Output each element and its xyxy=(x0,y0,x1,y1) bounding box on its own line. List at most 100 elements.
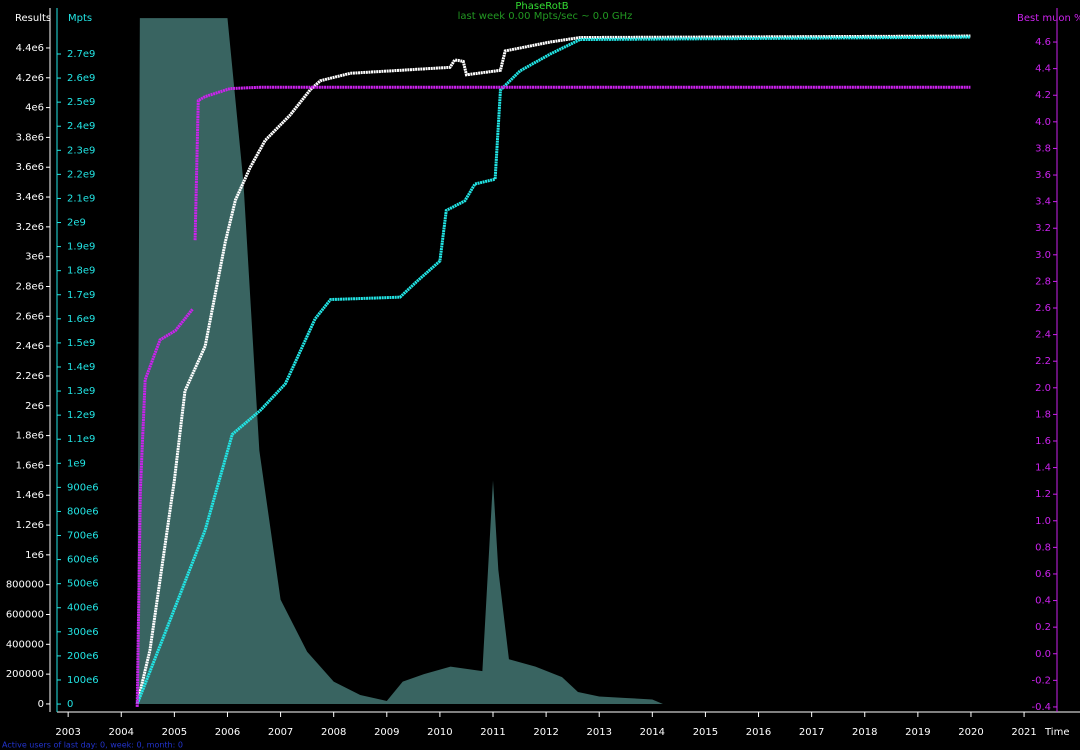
x-tick-label: 2007 xyxy=(268,727,293,738)
y-tick-label: 1e6 xyxy=(25,550,44,561)
y2-tick-label: 1.4e9 xyxy=(67,362,95,373)
x-tick-label: 2016 xyxy=(746,727,771,738)
y2-tick-label: 1.5e9 xyxy=(67,338,95,349)
x-tick-label: 2005 xyxy=(162,727,187,738)
y-tick-label: 4e6 xyxy=(25,103,44,114)
y-tick-label: 400000 xyxy=(6,639,44,650)
y-tick-label: 800000 xyxy=(6,580,44,591)
y-tick-label: 2.8e6 xyxy=(16,281,44,292)
y-axis-title: Results xyxy=(15,13,51,24)
y2-tick-label: 400e6 xyxy=(67,603,99,614)
x-tick-label: 2017 xyxy=(799,727,824,738)
y-tick-label: 2.6e6 xyxy=(16,311,44,322)
y3-tick-label: 1.0 xyxy=(1035,516,1051,527)
series-line xyxy=(135,308,194,707)
activity-area xyxy=(137,18,663,704)
y3-tick-label: 1.8 xyxy=(1035,409,1051,420)
y3-tick-label: 1.6 xyxy=(1035,436,1051,447)
y3-tick-label: 1.2 xyxy=(1035,489,1051,500)
y-tick-label: 3e6 xyxy=(25,252,44,263)
y2-tick-label: 2.5e9 xyxy=(67,97,95,108)
series-line xyxy=(193,85,971,241)
y2-tick-label: 2.6e9 xyxy=(67,73,95,84)
y2-tick-label: 0 xyxy=(67,699,73,710)
y-tick-label: 0 xyxy=(38,699,44,710)
y2-tick-label: 2.3e9 xyxy=(67,145,95,156)
y2-tick-label: 2e9 xyxy=(67,218,86,229)
x-tick-label: 2020 xyxy=(958,727,983,738)
y3-tick-label: -0.4 xyxy=(1031,702,1051,713)
x-tick-label: 2010 xyxy=(427,727,452,738)
y-tick-label: 600000 xyxy=(6,609,44,620)
y3-tick-label: 2.8 xyxy=(1035,276,1051,287)
y3-tick-label: 3.0 xyxy=(1035,250,1051,261)
y3-tick-label: 2.4 xyxy=(1035,330,1051,341)
y3-tick-label: 0.8 xyxy=(1035,542,1051,553)
y3-tick-label: 1.4 xyxy=(1035,463,1051,474)
y2-tick-label: 2.1e9 xyxy=(67,193,95,204)
x-tick-label: 2004 xyxy=(109,727,134,738)
y-tick-label: 4.4e6 xyxy=(16,43,44,54)
x-tick-label: 2006 xyxy=(215,727,240,738)
y2-tick-label: 500e6 xyxy=(67,579,99,590)
x-tick-label: 2012 xyxy=(533,727,558,738)
y-tick-label: 3.2e6 xyxy=(16,222,44,233)
y-tick-label: 200000 xyxy=(6,669,44,680)
y3-tick-label: 0.4 xyxy=(1035,596,1051,607)
x-tick-label: 2018 xyxy=(852,727,877,738)
y-tick-label: 3.6e6 xyxy=(16,162,44,173)
y2-tick-label: 2.4e9 xyxy=(67,121,95,132)
y-tick-label: 1.8e6 xyxy=(16,431,44,442)
x-tick-label: 2013 xyxy=(586,727,611,738)
y2-tick-label: 600e6 xyxy=(67,555,99,566)
y-tick-label: 1.4e6 xyxy=(16,490,44,501)
chart-title: PhaseRotB xyxy=(515,1,568,12)
y3-tick-label: 0.6 xyxy=(1035,569,1051,580)
y-tick-label: 4.2e6 xyxy=(16,73,44,84)
y2-tick-label: 200e6 xyxy=(67,651,99,662)
footer: Active users of last day: 0, week: 0, mo… xyxy=(2,741,183,750)
y2-tick-label: 1e9 xyxy=(67,458,86,469)
y3-tick-label: -0.2 xyxy=(1031,675,1051,686)
y3-tick-label: 2.6 xyxy=(1035,303,1051,314)
y2-tick-label: 800e6 xyxy=(67,506,99,517)
y3-tick-label: 0.2 xyxy=(1035,622,1051,633)
series-line xyxy=(135,35,971,705)
y2-tick-label: 300e6 xyxy=(67,627,99,638)
y2-tick-label: 1.2e9 xyxy=(67,410,95,421)
y3-tick-label: 3.2 xyxy=(1035,223,1051,234)
y2-tick-label: 1.1e9 xyxy=(67,434,95,445)
y2-tick-label: 1.8e9 xyxy=(67,266,95,277)
y-tick-label: 2.2e6 xyxy=(16,371,44,382)
y2-tick-label: 100e6 xyxy=(67,675,99,686)
x-tick-label: 2003 xyxy=(55,727,80,738)
y2-tick-label: 900e6 xyxy=(67,482,99,493)
chart-subtitle: last week 0.00 Mpts/sec ~ 0.0 GHz xyxy=(458,11,633,22)
y2-tick-label: 1.3e9 xyxy=(67,386,95,397)
y2-axis-title: Mpts xyxy=(68,13,92,24)
y2-tick-label: 2.2e9 xyxy=(67,169,95,180)
y3-tick-label: 2.2 xyxy=(1035,356,1051,367)
x-tick-label: 2014 xyxy=(640,727,665,738)
x-tick-label: 2015 xyxy=(693,727,718,738)
y2-tick-label: 1.7e9 xyxy=(67,290,95,301)
x-tick-label: 2019 xyxy=(905,727,930,738)
y3-tick-label: 4.2 xyxy=(1035,90,1051,101)
y-tick-label: 1.2e6 xyxy=(16,520,44,531)
y-tick-label: 1.6e6 xyxy=(16,460,44,471)
y3-tick-label: 4.0 xyxy=(1035,117,1051,128)
y-tick-label: 3.4e6 xyxy=(16,192,44,203)
x-tick-label: 2008 xyxy=(321,727,346,738)
y3-tick-label: 3.8 xyxy=(1035,143,1051,154)
y2-tick-label: 700e6 xyxy=(67,531,99,542)
x-tick-label: 2011 xyxy=(480,727,505,738)
y3-tick-label: 2.0 xyxy=(1035,383,1051,394)
y2-tick-label: 1.9e9 xyxy=(67,242,95,253)
y2-tick-label: 2.7e9 xyxy=(67,49,95,60)
y3-axis-title: Best muon % xyxy=(1017,13,1080,24)
y2-tick-label: 1.6e9 xyxy=(67,314,95,325)
y3-tick-label: 4.4 xyxy=(1035,64,1051,75)
y-tick-label: 2e6 xyxy=(25,401,44,412)
y3-tick-label: 3.4 xyxy=(1035,197,1051,208)
